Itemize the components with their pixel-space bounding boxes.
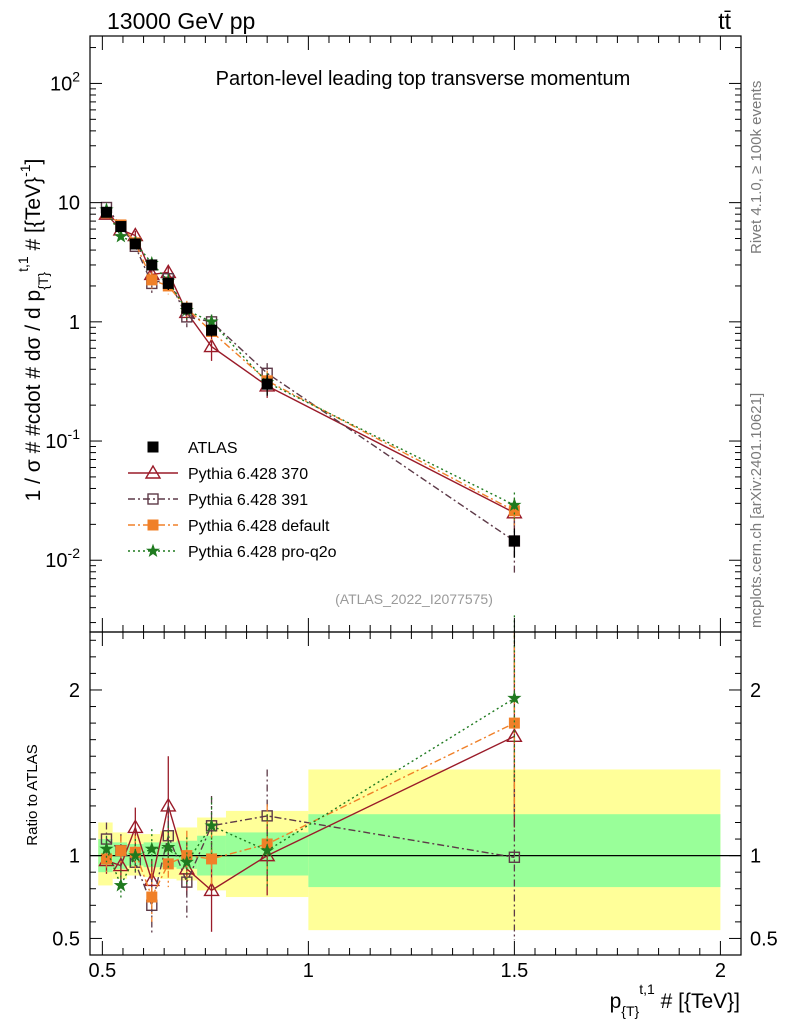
- main-plot-title: Parton-level leading top transverse mome…: [216, 68, 631, 90]
- ratio-y-axis-label: Ratio to ATLAS: [24, 744, 41, 845]
- legend-entry: Pythia 6.428 default: [128, 518, 330, 535]
- x-tick-label: 1: [303, 960, 314, 982]
- main-series-line: [106, 212, 515, 512]
- main-data-point: [508, 535, 520, 547]
- main-data-point: [129, 238, 141, 250]
- legend-marker: [145, 543, 161, 558]
- legend-marker: [144, 464, 162, 479]
- ratio-series-line: [106, 815, 515, 908]
- main-data-point: [162, 277, 174, 289]
- main-data-point: [113, 229, 128, 243]
- main-data-point: [261, 378, 273, 390]
- ratio-series-pythia-6-428-pro-q2o: [99, 615, 522, 901]
- ratio-data-point: [99, 841, 114, 855]
- main-data-point: [204, 314, 219, 328]
- main-data-point: [100, 206, 112, 218]
- ratio-data-point: [100, 853, 112, 865]
- ratio-data-point: [161, 839, 176, 854]
- main-plot-frame: [89, 35, 742, 633]
- ratio-data-point: [143, 872, 161, 887]
- main-data-point: [203, 338, 220, 353]
- ratio-data-point: [508, 717, 520, 729]
- x-tick-label: 0.5: [88, 960, 116, 982]
- ratio-data-point: [113, 877, 128, 892]
- main-y-tick-label: 10-2: [45, 545, 80, 572]
- main-series-pythia-6-428-default: [100, 207, 520, 528]
- legend-marker: [147, 519, 159, 531]
- legend-label: Pythia 6.428 391: [188, 492, 308, 509]
- ratio-data-point: [508, 851, 521, 863]
- main-y-axis-label: 1 / σ # #cdot # dσ / d p{T}t,1 # [{TeV}-…: [15, 159, 51, 502]
- legend-label: Pythia 6.428 pro-q2o: [188, 544, 337, 561]
- main-data-point: [146, 274, 158, 286]
- energy-label: 13000 GeV pp: [107, 8, 255, 34]
- ratio-data-point: [127, 819, 144, 834]
- main-data-point: [181, 302, 193, 314]
- main-series-atlas: [100, 206, 520, 558]
- main-y-tick-label: 10-1: [45, 426, 80, 453]
- ratio-data-point: [144, 841, 159, 855]
- ratio-data-point: [115, 845, 127, 857]
- main-data-point: [146, 259, 158, 271]
- legend-label: Pythia 6.428 370: [188, 466, 308, 483]
- main-series-line: [105, 213, 515, 514]
- main-data-point: [507, 497, 522, 512]
- legend-marker: [147, 441, 159, 453]
- ratio-y-tick-label: 2: [69, 680, 80, 702]
- legend-label: ATLAS: [188, 440, 238, 457]
- legend-marker: [147, 493, 159, 505]
- ratio-data-point: [128, 848, 143, 862]
- ratio-y-tick-label-right: 1: [750, 846, 761, 868]
- mcplots-source-label: mcplots.cern.ch [arXiv:2401.10621]: [748, 393, 765, 628]
- x-tick-label: 2: [715, 960, 726, 982]
- process-label: tt̄: [718, 8, 731, 34]
- legend-entry: Pythia 6.428 370: [128, 464, 308, 483]
- ratio-data-point: [179, 854, 194, 869]
- ratio-y-tick-label: 1: [69, 846, 80, 868]
- main-data-point: [115, 221, 127, 233]
- analysis-tag: (ATLAS_2022_I2077575): [335, 591, 493, 607]
- main-y-tick-label: 10: [58, 193, 80, 215]
- ratio-y-tick-label-right: 2: [750, 680, 761, 702]
- main-series-line: [105, 209, 515, 506]
- main-y-tick-label: 102: [50, 68, 80, 95]
- legend-entry: ATLAS: [147, 440, 238, 457]
- main-series-line: [105, 207, 515, 542]
- legend-entry: Pythia 6.428 391: [128, 492, 308, 509]
- rivet-version-label: Rivet 4.1.0, ≥ 100k events: [748, 81, 765, 254]
- x-tick-label: 1.5: [500, 960, 528, 982]
- ratio-data-point: [146, 891, 158, 903]
- ratio-data-point: [206, 853, 218, 865]
- ratio-plot-frame: [89, 631, 742, 956]
- ratio-y-tick-label-right: 0.5: [750, 928, 778, 950]
- main-series-pythia-6-428-pro-q2o: [99, 202, 522, 522]
- ratio-data-point: [162, 858, 174, 870]
- ratio-data-point: [260, 843, 275, 857]
- x-axis-label: p{T}t,1 # [{TeV}]: [610, 981, 740, 1019]
- main-data-point: [206, 324, 218, 336]
- ratio-data-point: [507, 690, 522, 705]
- legend-entry: Pythia 6.428 pro-q2o: [128, 543, 337, 561]
- ratio-data-point: [203, 882, 220, 897]
- ratio-y-tick-label: 0.5: [52, 928, 80, 950]
- main-y-tick-label: 1: [69, 312, 80, 334]
- legend-label: Pythia 6.428 default: [188, 518, 330, 535]
- ratio-data-point: [204, 818, 219, 832]
